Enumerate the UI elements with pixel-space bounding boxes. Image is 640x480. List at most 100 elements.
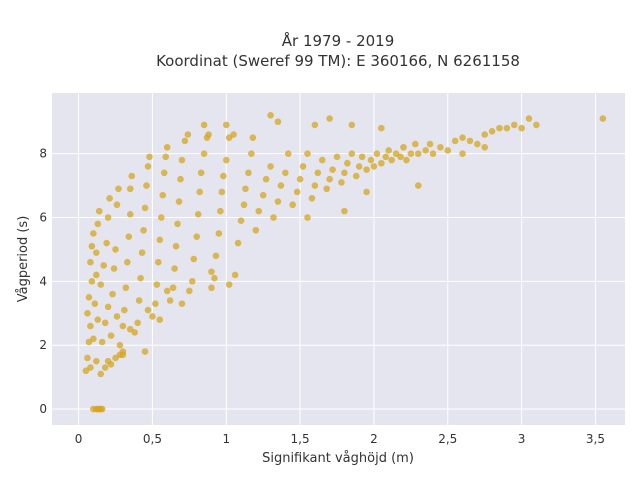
data-point: [510, 121, 518, 129]
data-point: [109, 290, 116, 298]
data-point: [84, 309, 91, 317]
y-tick-label: 0: [39, 402, 47, 416]
data-point: [277, 182, 285, 189]
data-point: [143, 182, 150, 189]
y-tick-label: 4: [39, 274, 47, 288]
data-point: [196, 188, 203, 196]
data-point: [299, 163, 307, 170]
data-point: [215, 230, 223, 237]
data-point: [451, 137, 459, 145]
data-point: [304, 214, 311, 221]
data-point: [370, 163, 378, 170]
data-point: [157, 214, 165, 221]
data-point: [190, 255, 198, 263]
data-point: [115, 185, 122, 193]
data-point: [259, 191, 267, 199]
data-point: [341, 169, 348, 177]
data-point: [119, 348, 127, 355]
data-point: [113, 313, 121, 320]
data-point: [311, 121, 319, 129]
data-point: [388, 156, 395, 164]
x-tick-label: 3: [518, 432, 526, 446]
data-point: [93, 357, 100, 365]
plot-background: [52, 93, 625, 425]
y-tick-label: 2: [39, 338, 47, 352]
data-point: [407, 150, 415, 157]
data-point: [414, 150, 422, 157]
data-point: [403, 156, 410, 164]
data-point: [177, 175, 184, 183]
data-point: [126, 211, 134, 218]
data-point: [304, 150, 311, 157]
data-point: [429, 150, 437, 157]
data-point: [126, 325, 134, 333]
data-point: [308, 195, 316, 202]
data-point: [363, 188, 370, 196]
data-point: [231, 271, 239, 279]
data-point: [112, 246, 119, 253]
data-point: [144, 306, 152, 314]
data-point: [348, 150, 356, 157]
data-point: [222, 121, 230, 129]
data-point: [107, 332, 115, 339]
data-point: [141, 348, 149, 355]
data-point: [188, 278, 196, 285]
data-point: [208, 268, 215, 276]
data-point: [240, 201, 248, 209]
data-point: [274, 198, 282, 205]
data-point: [414, 182, 422, 189]
data-point: [385, 147, 393, 154]
data-point: [599, 115, 607, 122]
data-point: [218, 188, 226, 196]
data-point: [282, 169, 289, 177]
data-point: [503, 124, 511, 132]
data-point: [333, 153, 341, 161]
data-point: [459, 134, 466, 141]
data-point: [274, 118, 282, 126]
data-point: [98, 338, 106, 346]
data-point: [255, 207, 263, 215]
data-point: [155, 258, 162, 266]
data-point: [104, 214, 112, 221]
data-point: [411, 140, 419, 148]
x-axis-title: Signifikant våghöjd (m): [262, 451, 414, 466]
data-point: [107, 361, 115, 368]
data-point: [138, 249, 146, 256]
data-point: [162, 153, 170, 161]
data-point: [156, 316, 164, 323]
y-tick-label: 6: [39, 211, 47, 225]
data-point: [267, 112, 274, 119]
data-point: [97, 281, 105, 288]
data-point: [160, 169, 168, 177]
data-point: [93, 249, 100, 256]
data-point: [225, 281, 233, 288]
data-point: [249, 134, 257, 141]
data-point: [125, 233, 133, 240]
data-point: [426, 140, 434, 148]
data-point: [87, 364, 94, 371]
data-point: [110, 265, 118, 272]
data-point: [200, 121, 208, 129]
data-point: [124, 258, 131, 266]
data-point: [101, 319, 109, 327]
data-point: [262, 175, 270, 183]
x-tick-label: 1,5: [291, 432, 310, 446]
data-point: [474, 140, 481, 148]
x-tick-label: 2: [370, 432, 378, 446]
data-point: [338, 179, 345, 186]
data-point: [90, 335, 97, 343]
data-point: [149, 313, 156, 320]
data-point: [121, 306, 128, 314]
data-point: [103, 239, 110, 247]
data-point: [252, 226, 260, 234]
data-point: [93, 271, 100, 279]
data-point: [378, 124, 385, 132]
data-point: [94, 316, 102, 323]
data-point: [245, 169, 252, 177]
data-point: [496, 124, 503, 132]
data-point: [113, 201, 121, 209]
x-tick-labels: 0 0,5 1 1,5 2 2,5 3 3,5: [75, 432, 605, 446]
data-points: [82, 112, 607, 413]
data-point: [88, 278, 96, 285]
